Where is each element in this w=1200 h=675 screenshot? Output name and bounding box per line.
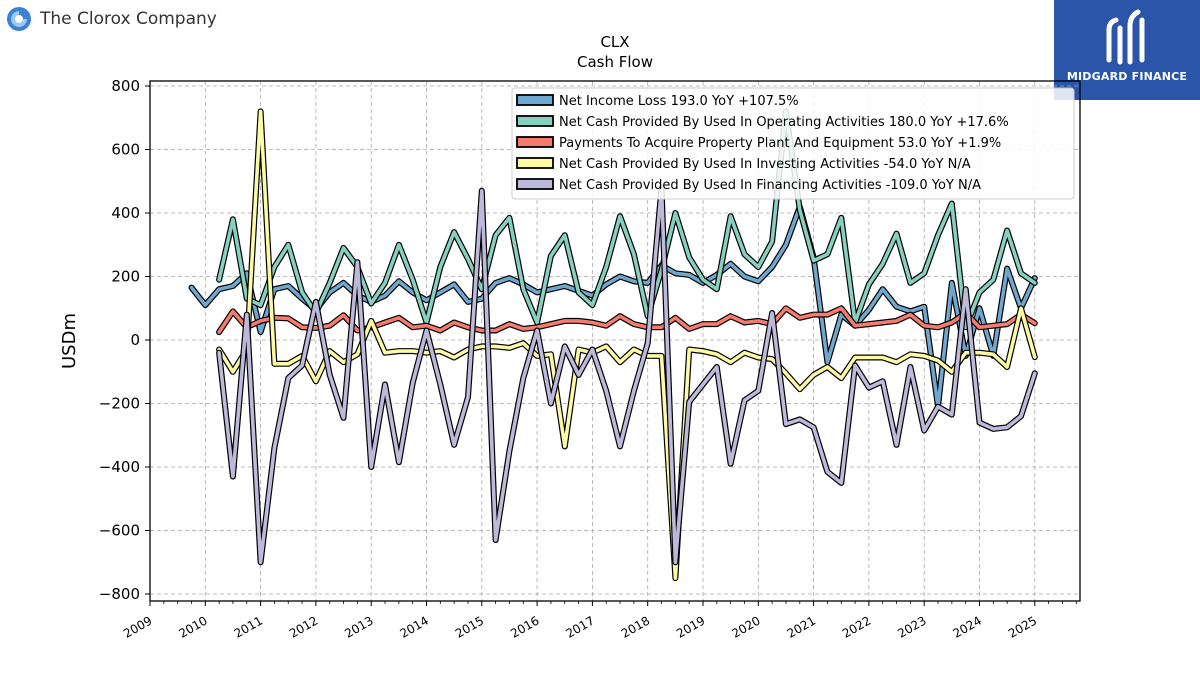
x-tick-label: 2011: [232, 613, 265, 640]
x-tick-label: 2024: [951, 613, 984, 640]
series-line-3: [217, 109, 1037, 580]
y-tick-label: 0: [130, 331, 140, 349]
legend-label-4: Net Cash Provided By Used In Financing A…: [559, 178, 981, 193]
x-tick-label: 2010: [176, 613, 209, 640]
legend-swatch-4: [516, 178, 554, 190]
legend-label-2: Payments To Acquire Property Plant And E…: [559, 136, 1001, 151]
brand-logo: MIDGARD FINANCE: [1054, 0, 1200, 100]
brand-name: MIDGARD FINANCE: [1066, 70, 1188, 83]
legend-label-1: Net Cash Provided By Used In Operating A…: [559, 115, 1009, 130]
legend-swatch-3: [516, 157, 554, 169]
legend-swatch-2: [516, 136, 554, 148]
y-tick-label: −400: [99, 458, 140, 476]
x-tick-label: 2016: [508, 613, 541, 640]
legend-swatch-1: [516, 115, 554, 127]
x-tick-label: 2022: [840, 613, 873, 640]
x-tick-label: 2009: [121, 613, 154, 640]
y-tick-label: 600: [111, 141, 140, 159]
x-tick-label: 2013: [342, 613, 375, 640]
x-tick-label: 2012: [287, 613, 320, 640]
x-tick-label: 2020: [729, 613, 762, 640]
x-tick-label: 2019: [674, 613, 707, 640]
x-tick-label: 2023: [895, 613, 928, 640]
y-tick-label: −200: [99, 395, 140, 413]
x-axis: 2009 2010 2011 2012 2013 2014 2015 2016 2017 2018…: [121, 601, 1077, 641]
x-tick-label: 2018: [619, 613, 652, 640]
legend-label-3: Net Cash Provided By Used In Investing A…: [559, 157, 971, 172]
plot-frame: [149, 80, 1081, 602]
y-tick-label: −800: [99, 585, 140, 603]
legend-swatch-0: [516, 94, 554, 106]
series-line-0: [189, 204, 1037, 409]
y-axis-label: USDm: [59, 313, 80, 369]
y-tick-label: −600: [99, 522, 140, 540]
y-axis: 800 600 400 200 0 −200 −400 −600 −800: [99, 77, 150, 603]
brand-mark-icon: [1106, 9, 1145, 65]
x-tick-label: 2014: [398, 613, 431, 640]
series-line-4: [217, 185, 1037, 565]
y-tick-label: 200: [111, 268, 140, 286]
y-tick-label: 800: [111, 77, 140, 95]
x-tick-label: 2021: [785, 613, 818, 640]
x-tick-label: 2015: [453, 613, 486, 640]
legend-label-0: Net Income Loss 193.0 YoY +107.5%: [559, 94, 799, 109]
y-tick-label: 400: [111, 204, 140, 222]
x-tick-label: 2017: [563, 613, 596, 640]
chart-title: CLX: [600, 33, 629, 51]
series-layer: [188, 108, 1038, 582]
company-logo-icon: [7, 7, 31, 31]
series-line-2: [217, 306, 1037, 334]
legend-box: [511, 87, 1075, 200]
company-name: The Clorox Company: [40, 9, 217, 29]
company-header: The Clorox Company: [6, 4, 217, 34]
x-tick-label: 2025: [1006, 613, 1039, 640]
legend: Net Income Loss 193.0 YoY +107.5% Net Cas…: [511, 87, 1075, 200]
chart-subtitle: Cash Flow: [577, 53, 653, 71]
